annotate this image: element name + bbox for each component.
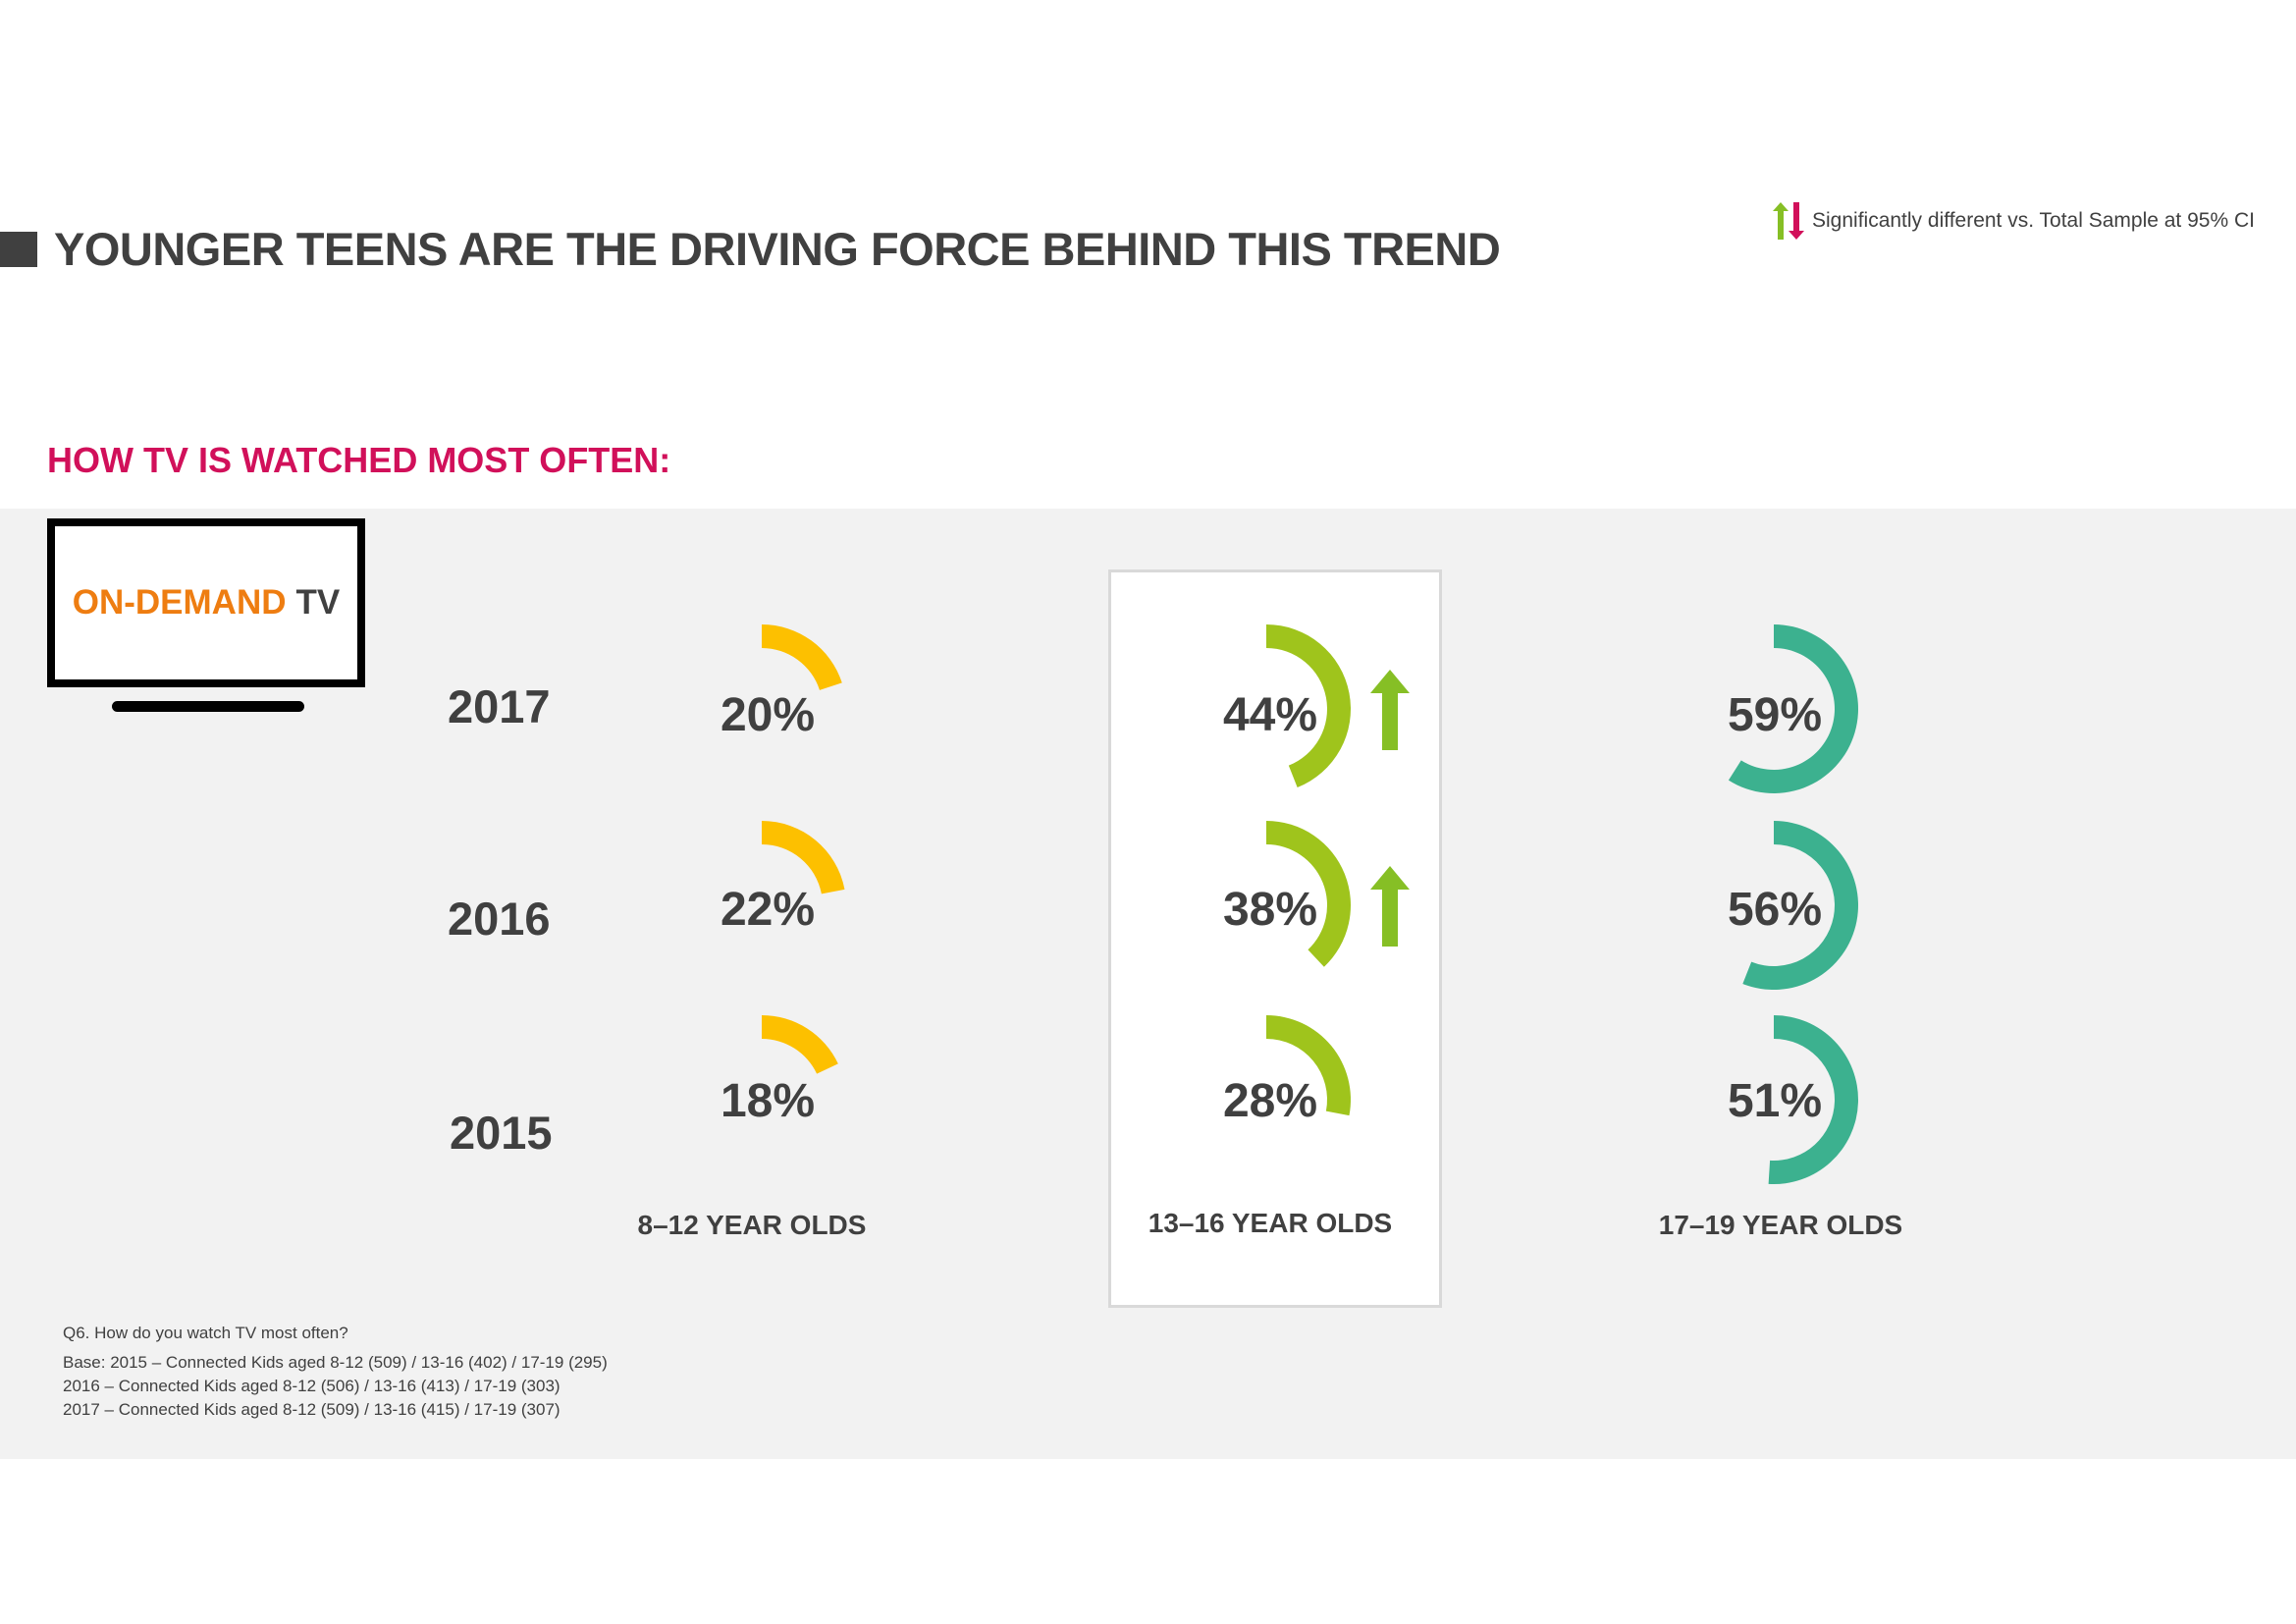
title-marker <box>0 232 37 267</box>
significance-arrows-icon <box>1773 202 1804 240</box>
value-label-2016-col3: 56% <box>1728 884 1822 936</box>
arc-2016-col3 <box>1742 820 1858 990</box>
value-label-2017-col3: 59% <box>1728 689 1822 741</box>
value-label-2016-col1: 22% <box>721 884 815 936</box>
arc-2017-col2 <box>1266 624 1351 787</box>
chart-subtitle: HOW TV IS WATCHED MOST OFTEN: <box>47 440 671 480</box>
arc-2017-col3 <box>1728 624 1858 793</box>
significance-legend: Significantly different vs. Total Sample… <box>1773 202 2255 240</box>
value-label-2015-col1: 18% <box>721 1075 815 1127</box>
column-label-8-12: 8–12 YEAR OLDS <box>637 1210 867 1240</box>
significance-up-arrow-icon <box>1370 670 1410 750</box>
arc-2015-col1 <box>762 1015 838 1074</box>
base-note-line: 2017 – Connected Kids aged 8-12 (509) / … <box>63 1400 561 1419</box>
tv-label: ON-DEMAND TV <box>72 583 341 622</box>
arc-2015-col3 <box>1768 1015 1858 1184</box>
arc-2016-col1 <box>762 821 845 894</box>
value-label-2017-col2: 44% <box>1223 689 1317 741</box>
arc-2017-col1 <box>762 624 842 690</box>
value-label-2016-col2: 38% <box>1223 884 1317 936</box>
year-label-2015: 2015 <box>450 1107 553 1159</box>
tv-stand <box>112 701 304 712</box>
question-note: Q6. How do you watch TV most often? <box>63 1324 348 1342</box>
column-label-13-16: 13–16 YEAR OLDS <box>1148 1208 1393 1238</box>
base-note-line: 2016 – Connected Kids aged 8-12 (506) / … <box>63 1377 561 1395</box>
tv-screen: ON-DEMAND TV <box>47 518 365 687</box>
base-note-line: Base: 2015 – Connected Kids aged 8-12 (5… <box>63 1353 608 1372</box>
value-label-2015-col3: 51% <box>1728 1075 1822 1127</box>
chart-notes: Q6. How do you watch TV most often? Base… <box>63 1322 608 1422</box>
column-label-17-19: 17–19 YEAR OLDS <box>1658 1210 1903 1240</box>
legend-text: Significantly different vs. Total Sample… <box>1812 209 2255 232</box>
significance-up-arrow-icon <box>1370 866 1410 947</box>
year-label-2017: 2017 <box>448 680 551 732</box>
page-title: YOUNGER TEENS ARE THE DRIVING FORCE BEHI… <box>54 223 1501 275</box>
value-label-2017-col1: 20% <box>721 689 815 741</box>
year-label-2016: 2016 <box>448 893 551 945</box>
arc-2016-col2 <box>1266 821 1351 967</box>
value-label-2015-col2: 28% <box>1223 1075 1317 1127</box>
arc-2015-col2 <box>1266 1015 1351 1116</box>
